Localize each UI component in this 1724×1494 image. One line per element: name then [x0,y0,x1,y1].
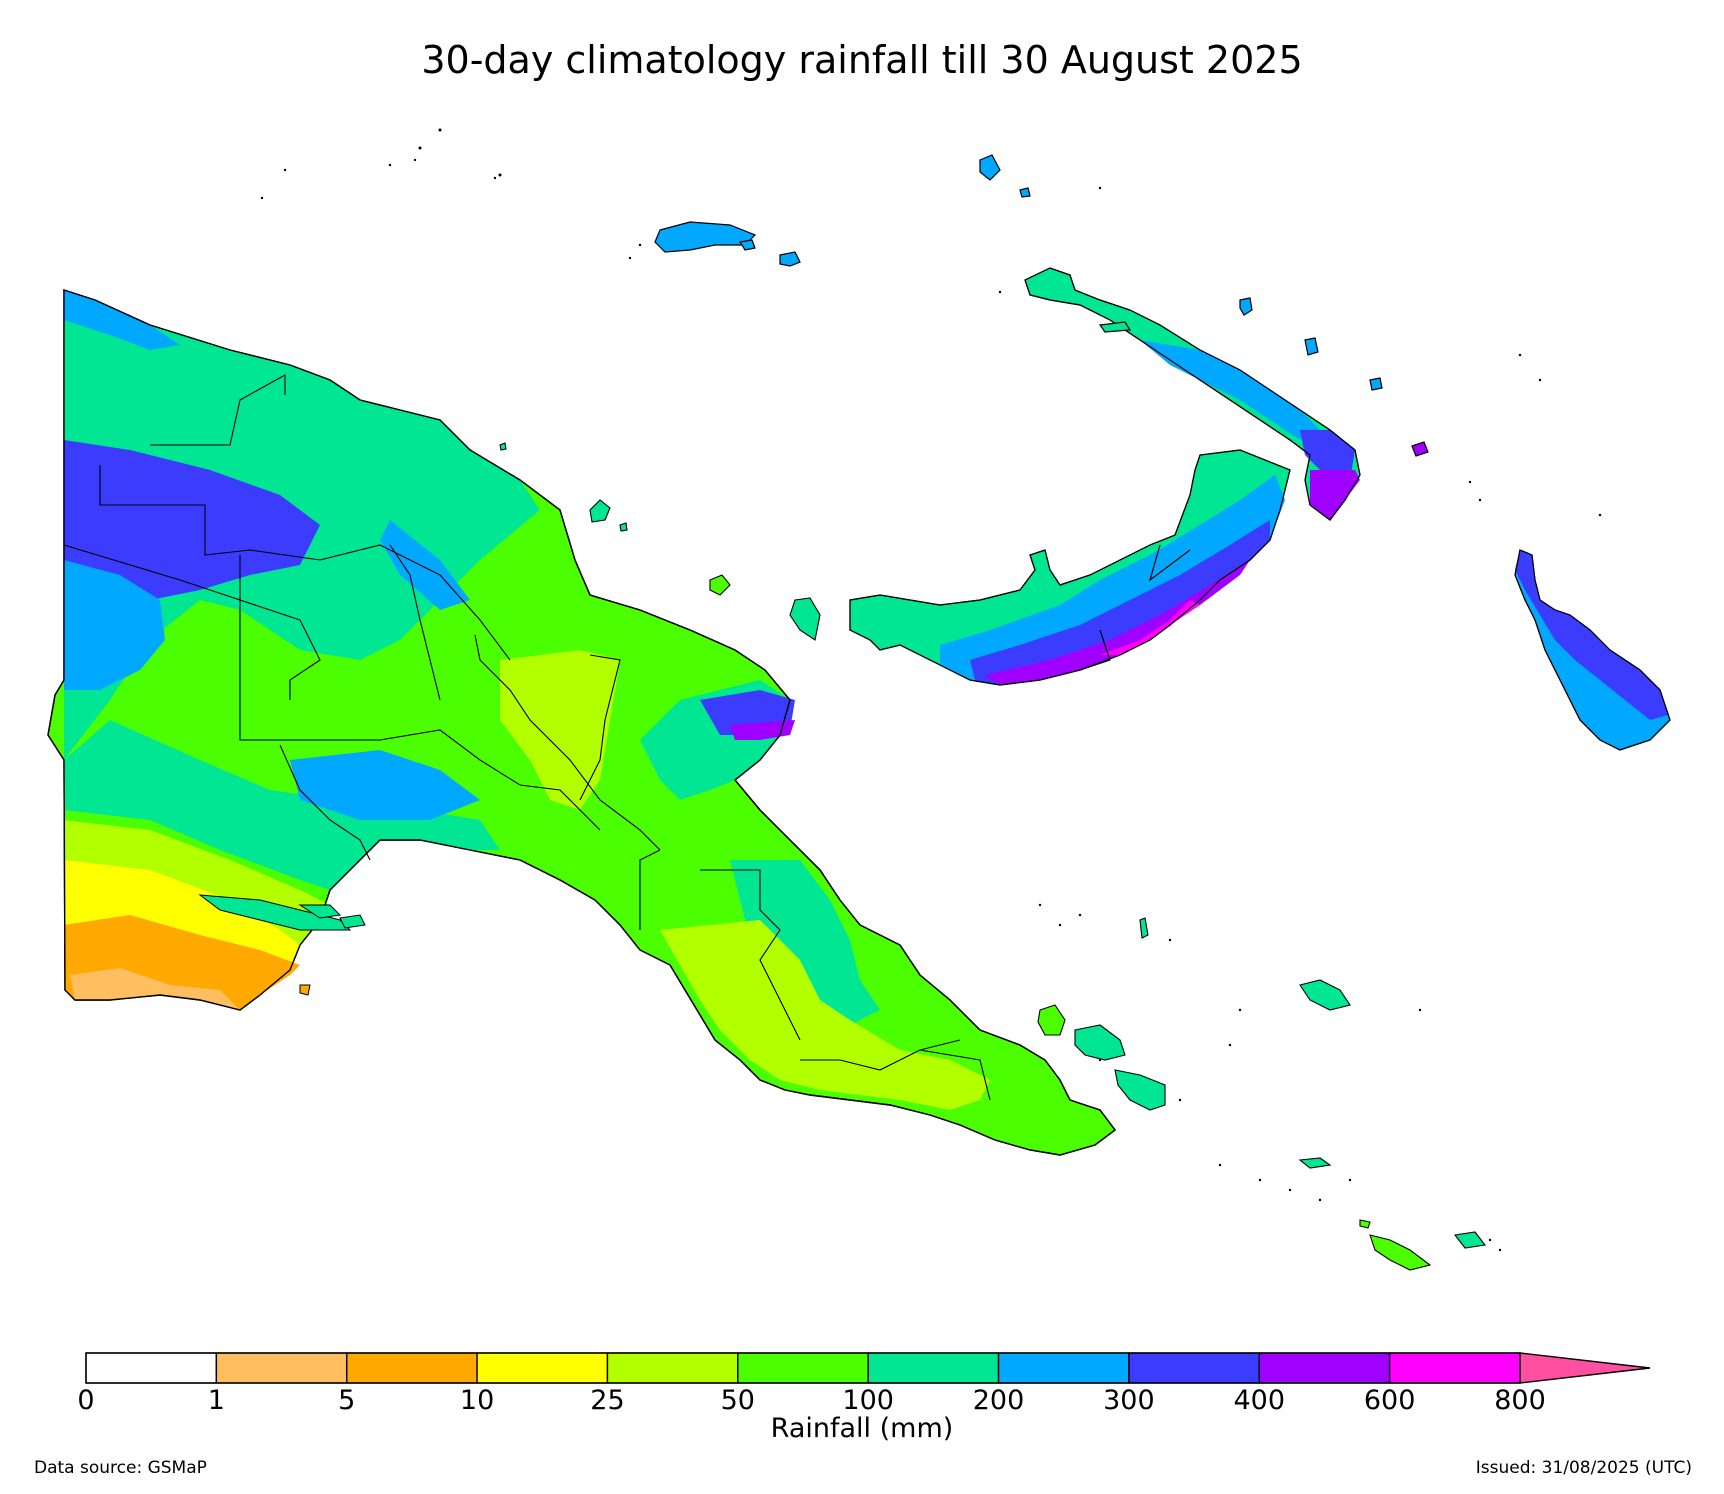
colorbar-tick-label: 600 [1363,1385,1416,1416]
colorbar-tick-label: 100 [842,1385,894,1416]
fly-river-delta [198,894,366,996]
colorbar-tick-label: 10 [459,1385,495,1416]
north-coast-islands [499,442,821,641]
manus-island [654,154,1429,457]
tiny-islets [260,128,1602,1252]
colorbar-tick-label: 300 [1103,1385,1155,1416]
colorbar-box [997,1352,1130,1384]
colorbar-box [1128,1352,1260,1384]
colorbar-tick-label: 0 [77,1385,95,1416]
colorbar-box [1258,1352,1391,1384]
colorbar-box [737,1352,869,1384]
map-title: 30-day climatology rainfall till 30 Augu… [421,38,1303,82]
colorbar-box [867,1352,1000,1384]
colorbar [85,1352,1651,1384]
colorbar-tick-label: 25 [590,1385,625,1416]
colorbar-label: Rainfall (mm) [770,1413,954,1444]
bougainville [1514,549,1671,751]
colorbar-tick-label: 50 [720,1385,755,1416]
colorbar-tick-label: 5 [338,1385,356,1416]
new-britain [849,449,1291,686]
mainland-png [47,289,1116,1156]
southeast-islands [1037,917,1487,1271]
province-boundaries [63,374,991,1101]
colorbar-box [1388,1352,1521,1384]
colorbar-tick-label: 800 [1494,1385,1546,1416]
colorbar-tick-label: 400 [1233,1385,1286,1416]
new-ireland [1024,267,1361,521]
issued-date-note: Issued: 31/08/2025 (UTC) [1475,1458,1692,1478]
data-source-note: Data source: GSMaP [34,1458,207,1478]
colorbar-tick-label: 1 [207,1385,225,1416]
colorbar-box [476,1352,609,1384]
colorbar-box [85,1352,218,1384]
colorbar-box [606,1352,739,1384]
colorbar-box [215,1352,348,1384]
colorbar-box [346,1352,478,1384]
colorbar-extend-arrow [1519,1352,1651,1384]
colorbar-tick-label: 200 [972,1385,1025,1416]
